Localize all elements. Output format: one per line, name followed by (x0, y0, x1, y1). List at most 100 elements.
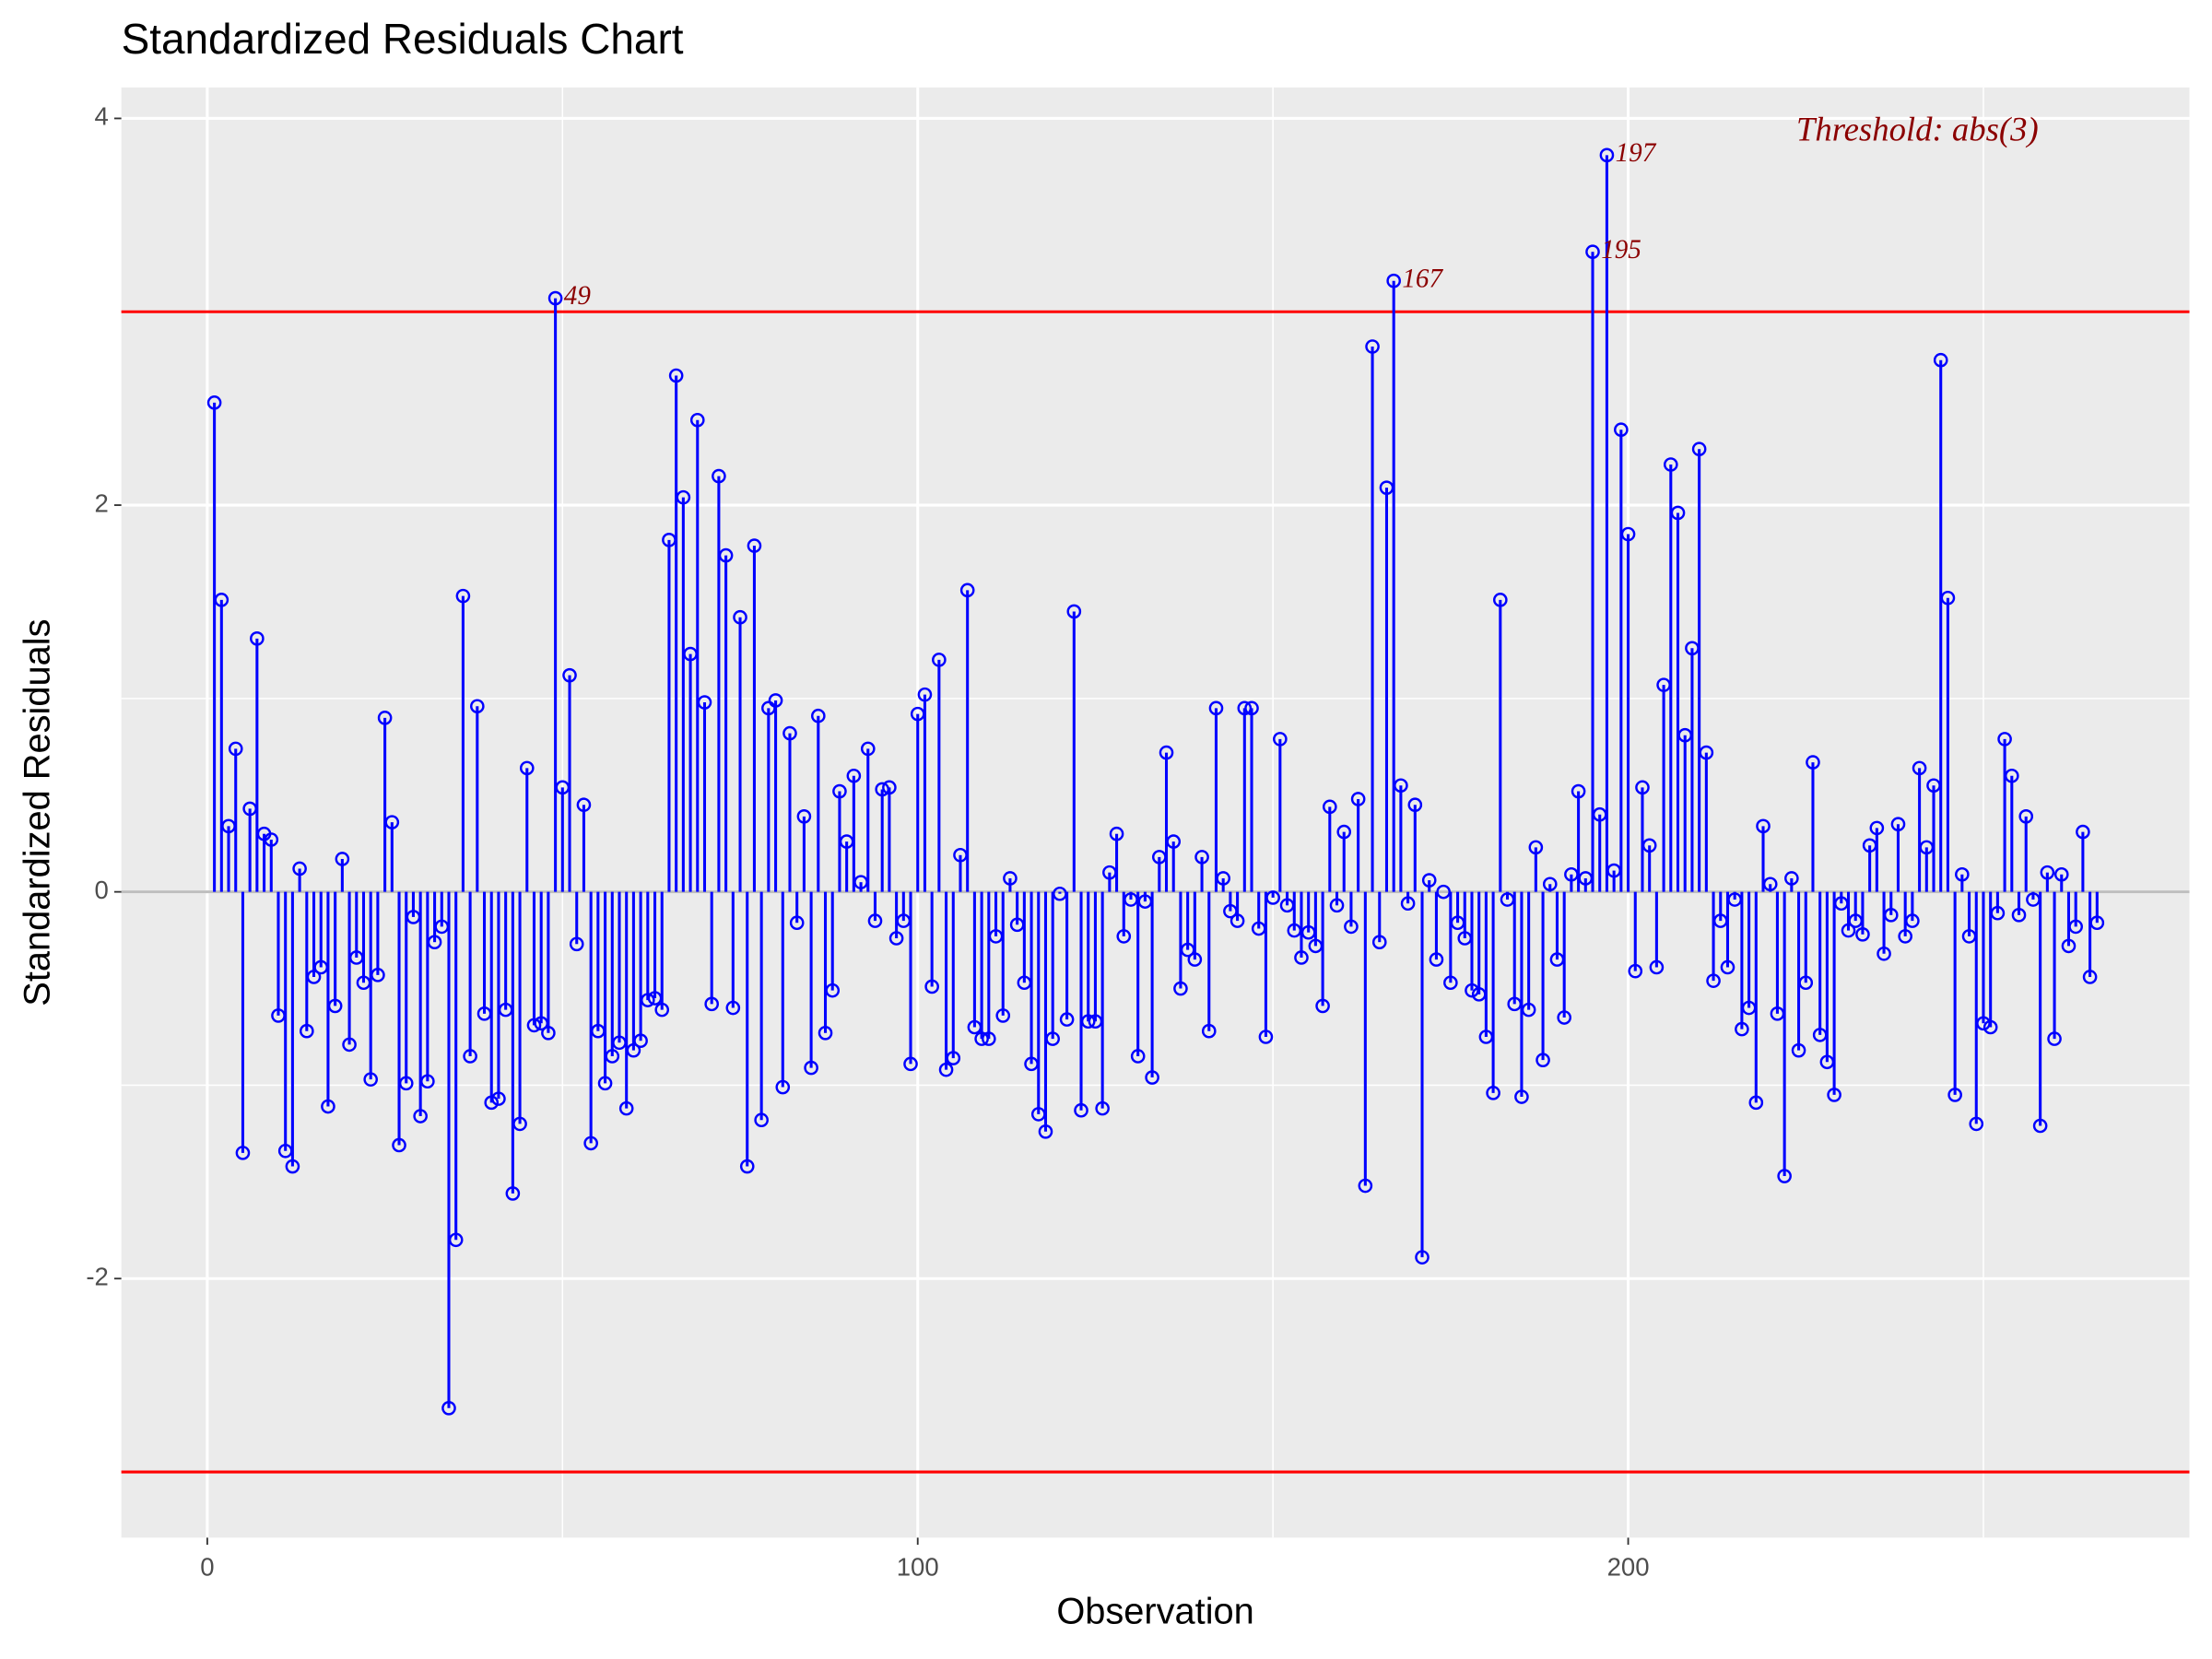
point (888, 931, 904, 946)
point (860, 741, 876, 757)
point (1201, 1023, 1217, 1039)
point (342, 1037, 357, 1053)
point (285, 1159, 300, 1174)
point (1265, 890, 1280, 905)
point (718, 547, 734, 563)
y-tick-label: 2 (95, 488, 109, 517)
point (455, 588, 471, 604)
point (605, 1049, 620, 1064)
point (1585, 244, 1600, 260)
y-tick-label: 0 (95, 876, 109, 904)
point (882, 780, 897, 795)
point (1315, 998, 1330, 1014)
point (420, 1074, 435, 1089)
point (1649, 959, 1665, 975)
point (1400, 896, 1416, 912)
point (547, 290, 563, 306)
point (1493, 593, 1508, 607)
point (818, 1025, 833, 1041)
point (583, 1135, 598, 1151)
point (526, 1018, 542, 1033)
point (1323, 799, 1337, 815)
point (754, 1112, 769, 1128)
point (789, 915, 805, 931)
point (1130, 1049, 1146, 1064)
point (1990, 905, 2006, 921)
point (597, 1076, 613, 1091)
point (982, 1031, 996, 1046)
point (2076, 824, 2090, 840)
point (825, 982, 841, 998)
point (1827, 1088, 1841, 1102)
point (626, 1042, 641, 1058)
point (470, 699, 485, 714)
chart-title: Standardized Residuals Chart (122, 15, 684, 63)
point (1735, 1021, 1749, 1037)
point (1699, 745, 1714, 760)
point (1691, 441, 1707, 457)
marks: 49 167 195 197 (121, 138, 2190, 1474)
point (1230, 913, 1245, 928)
point (867, 913, 883, 928)
point (206, 395, 222, 410)
threshold-label: Threshold: abs(3) (1796, 110, 2039, 147)
x-axis-label: Observation (1056, 1592, 1254, 1632)
point (576, 797, 592, 813)
point (811, 708, 826, 724)
point (1358, 1178, 1373, 1194)
point (377, 711, 393, 725)
point (1869, 820, 1885, 836)
point (1258, 1030, 1274, 1044)
point (569, 936, 584, 952)
point (1514, 1089, 1529, 1104)
point (1748, 1095, 1764, 1111)
point (995, 1008, 1011, 1023)
point (1421, 873, 1437, 888)
x-tick-label: 200 (1607, 1552, 1650, 1581)
point (1664, 457, 1678, 472)
point (235, 1146, 251, 1160)
point (1628, 963, 1643, 979)
point (668, 368, 684, 383)
point (292, 861, 307, 877)
point (2047, 1031, 2062, 1046)
plot-panel (121, 87, 2190, 1538)
outlier-label: 195 (1601, 235, 1641, 265)
point (2011, 908, 2027, 923)
point (1294, 950, 1309, 965)
point (1883, 908, 1899, 923)
outlier-label: 49 (564, 281, 592, 311)
point (1187, 952, 1203, 967)
point (704, 996, 719, 1012)
point (1791, 1042, 1806, 1058)
point (654, 1002, 670, 1018)
point (1003, 871, 1018, 886)
point (689, 412, 705, 428)
point (1059, 1012, 1075, 1027)
point (1777, 1169, 1792, 1183)
point (392, 1137, 406, 1153)
point (775, 1079, 791, 1095)
point (1798, 975, 1814, 991)
point (427, 935, 442, 950)
point (2040, 865, 2055, 880)
point (1443, 975, 1458, 991)
point (1208, 700, 1224, 716)
point (1806, 755, 1820, 770)
point (519, 760, 535, 776)
point (448, 1232, 464, 1248)
point (1947, 1088, 1962, 1102)
point (1542, 877, 1558, 892)
point (1898, 929, 1912, 944)
point (946, 1051, 961, 1065)
x-tick-label: 100 (897, 1552, 939, 1581)
y-tick-label: -2 (86, 1263, 109, 1291)
point (1535, 1053, 1550, 1067)
point (1614, 422, 1629, 438)
point (1066, 604, 1082, 619)
point (782, 725, 797, 741)
point (1350, 792, 1366, 806)
point (484, 1095, 500, 1111)
